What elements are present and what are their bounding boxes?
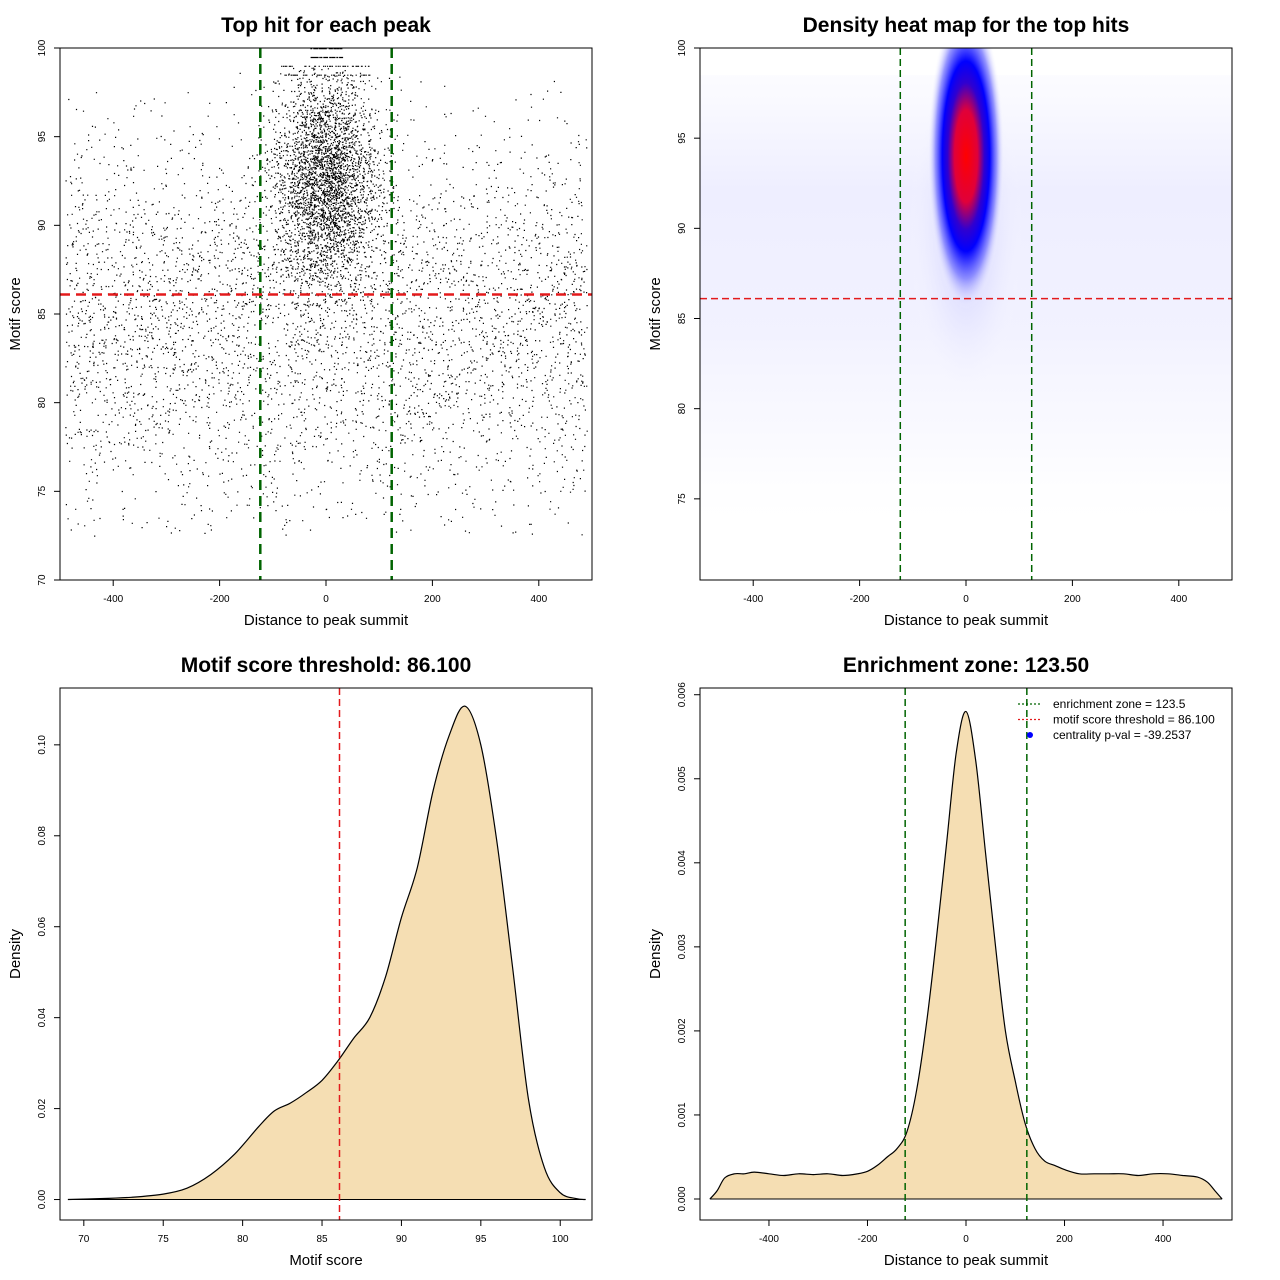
y-axis-label: Motif score [7,277,24,350]
x-tick-label: 95 [475,1234,487,1245]
x-tick-label: -400 [743,594,763,605]
x-tick-label: 75 [158,1234,170,1245]
x-tick-label: -200 [850,594,870,605]
scatter-point-marks [65,48,588,537]
x-tick-label: -400 [103,594,123,605]
y-tick-label: 75 [37,485,48,497]
x-tick-label: 200 [1064,594,1081,605]
x-tick-label: 90 [396,1234,408,1245]
y-tick-label: 0.04 [37,1007,48,1027]
y-tick-label: 0.02 [37,1098,48,1118]
y-tick-label: 75 [677,493,688,505]
y-tick-label: 0.005 [677,766,688,791]
scatter-points [65,48,588,537]
y-tick-label: 0.004 [677,850,688,875]
y-tick-label: 80 [677,403,688,415]
x-tick-label: -200 [857,1234,877,1245]
plot-frame [59,47,593,581]
y-tick-label: 0.00 [37,1189,48,1209]
x-axis-label: Motif score [289,1252,362,1269]
x-tick-label: 0 [323,594,329,605]
y-tick-label: 90 [37,219,48,231]
y-axis-label: Density [7,928,24,979]
x-axis-label: Distance to peak summit [884,612,1049,629]
y-tick-label: 70 [37,574,48,586]
chart-title: Top hit for each peak [221,14,431,37]
y-tick-label: 95 [677,132,688,144]
y-tick-label: 80 [37,397,48,409]
y-axis-label: Motif score [647,277,664,350]
x-tick-label: 200 [1056,1234,1073,1245]
y-tick-label: 100 [37,39,48,56]
x-tick-label: 80 [237,1234,249,1245]
distance-density-panel: Enrichment zone: 123.50 Distance to peak … [647,654,1233,1269]
y-tick-label: 0.001 [677,1102,688,1127]
heatmap-field [700,48,1232,535]
x-axis-label: Distance to peak summit [884,1252,1049,1269]
x-axis-label: Distance to peak summit [244,612,409,629]
density-area [67,705,586,1201]
x-tick-label: 0 [963,594,969,605]
y-tick-label: 90 [677,222,688,234]
y-tick-label: 0.003 [677,934,688,959]
x-tick-label: 100 [552,1234,569,1245]
legend-entry: centrality p-val = -39.2537 [1053,728,1192,742]
density-fill [709,711,1223,1199]
y-tick-label: 0.08 [37,826,48,846]
y-tick-label: 0.000 [677,1186,688,1211]
y-tick-label: 85 [37,308,48,320]
density-area [709,710,1223,1200]
y-axis-label: Density [647,928,664,979]
y-tick-label: 100 [677,39,688,56]
heatmap-peak [927,48,1005,310]
x-tick-label: 0 [963,1234,969,1245]
heatmap-panel: Density heat map for the top hits Distanc… [647,14,1233,629]
chart-title: Motif score threshold: 86.100 [181,654,472,677]
x-tick-label: -400 [759,1234,779,1245]
legend: enrichment zone = 123.5 motif score thres… [1018,697,1215,742]
x-tick-label: 400 [1155,1234,1172,1245]
chart-title: Enrichment zone: 123.50 [843,654,1089,677]
chart-title: Density heat map for the top hits [803,14,1130,37]
scatter-panel: Top hit for each peak Distance to peak su… [7,14,593,629]
x-tick-label: 400 [530,594,547,605]
x-tick-label: -200 [210,594,230,605]
y-tick-label: 85 [677,313,688,325]
y-tick-label: 0.06 [37,917,48,937]
y-tick-label: 0.10 [37,735,48,755]
x-tick-label: 400 [1170,594,1187,605]
y-tick-label: 95 [37,131,48,143]
plot-frame [59,687,593,1221]
density-curve [67,705,586,1201]
y-tick-label: 0.002 [677,1018,688,1043]
x-tick-label: 200 [424,594,441,605]
legend-entry: motif score threshold = 86.100 [1053,713,1215,727]
density-fill [67,706,586,1200]
y-tick-label: 0.006 [677,682,688,707]
legend-entry: enrichment zone = 123.5 [1053,697,1186,711]
legend-swatch-point [1027,732,1033,738]
score-density-panel: Motif score threshold: 86.100 Motif score… [7,654,593,1269]
density-curve [709,710,1223,1200]
x-tick-label: 85 [316,1234,328,1245]
x-tick-label: 70 [78,1234,90,1245]
